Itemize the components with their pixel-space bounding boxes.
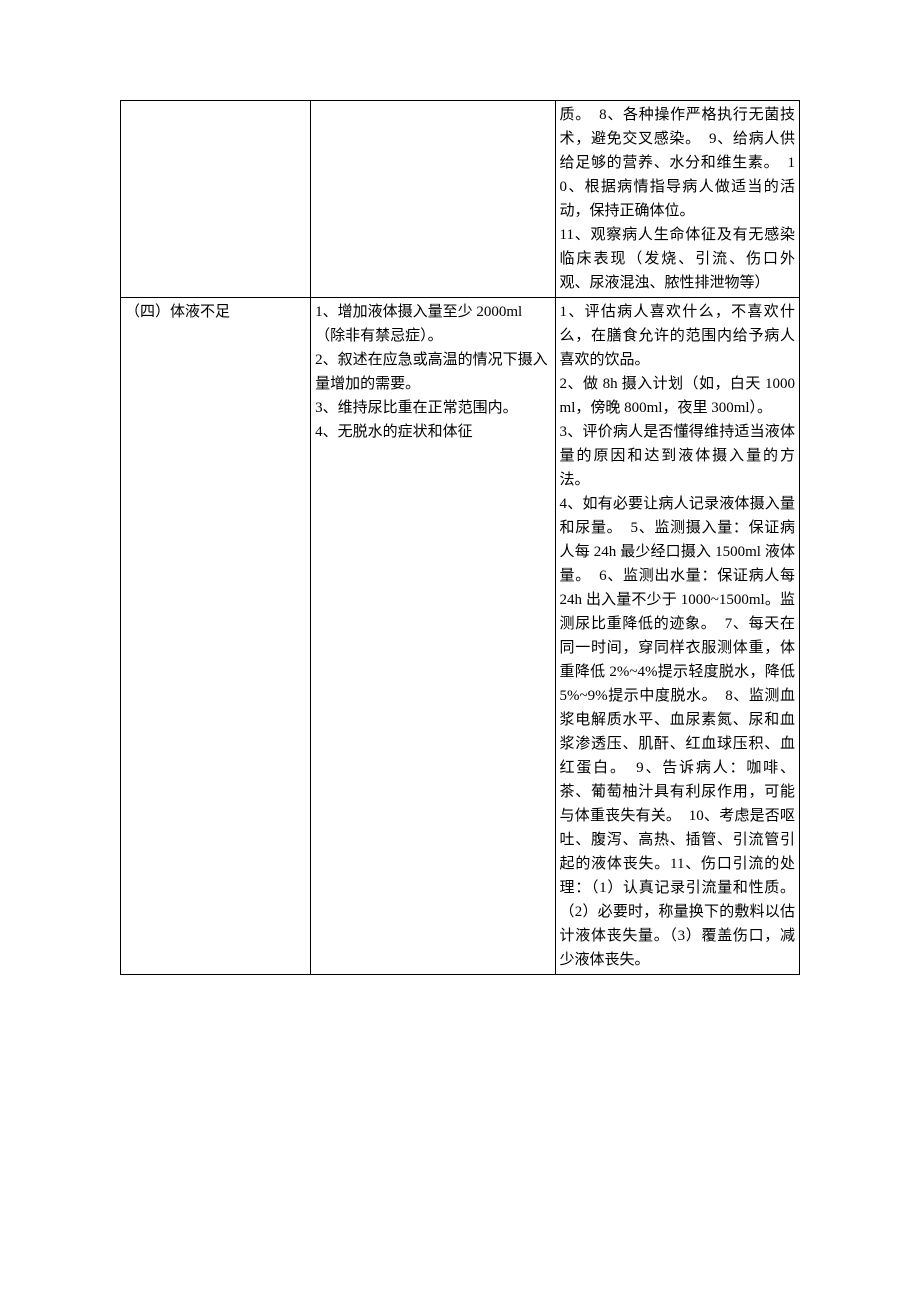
cell-diagnosis-r1 bbox=[121, 101, 311, 298]
nursing-care-table: 质。 8、各种操作严格执行无菌技术，避免交叉感染。 9、给病人供给足够的营养、水… bbox=[120, 100, 800, 975]
cell-goals-r1 bbox=[311, 101, 555, 298]
table-row: 质。 8、各种操作严格执行无菌技术，避免交叉感染。 9、给病人供给足够的营养、水… bbox=[121, 101, 800, 298]
cell-goals-r2: 1、增加液体摄入量至少 2000ml（除非有禁忌症）。2、叙述在应急或高温的情况… bbox=[311, 298, 555, 975]
cell-measures-r2: 1、评估病人喜欢什么，不喜欢什么，在膳食允许的范围内给予病人喜欢的饮品。2、做 … bbox=[555, 298, 799, 975]
cell-diagnosis-r2: （四）体液不足 bbox=[121, 298, 311, 975]
table-row: （四）体液不足 1、增加液体摄入量至少 2000ml（除非有禁忌症）。2、叙述在… bbox=[121, 298, 800, 975]
cell-measures-r1: 质。 8、各种操作严格执行无菌技术，避免交叉感染。 9、给病人供给足够的营养、水… bbox=[555, 101, 799, 298]
